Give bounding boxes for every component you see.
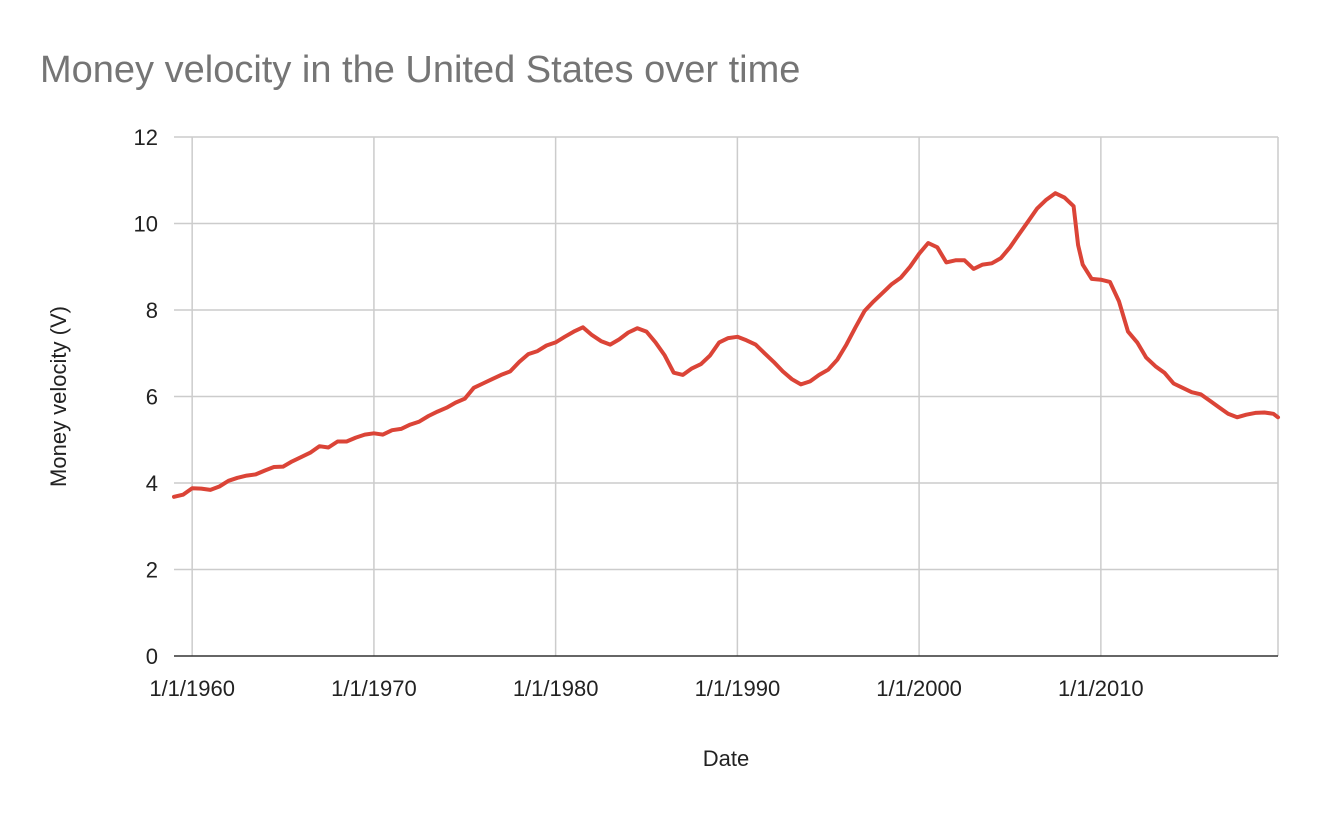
y-tick-label: 0 — [146, 644, 158, 669]
y-tick-label: 4 — [146, 471, 158, 496]
x-tick-label: 1/1/1990 — [695, 676, 781, 701]
x-tick-label: 1/1/1980 — [513, 676, 599, 701]
y-tick-label: 6 — [146, 385, 158, 410]
x-tick-label: 1/1/1960 — [149, 676, 235, 701]
x-tick-label: 1/1/2010 — [1058, 676, 1144, 701]
y-axis-label: Money velocity (V) — [46, 306, 71, 487]
y-axis-ticks: 0 2 4 6 8 10 12 — [134, 125, 158, 669]
y-tick-label: 12 — [134, 125, 158, 150]
series-layer — [172, 191, 1280, 499]
y-tick-label: 8 — [146, 298, 158, 323]
chart-title: Money velocity in the United States over… — [40, 49, 800, 91]
y-tick-label: 2 — [146, 558, 158, 583]
y-tick-label: 10 — [134, 212, 158, 237]
gridlines — [174, 136, 1279, 656]
x-tick-label: 1/1/1970 — [331, 676, 417, 701]
x-axis-ticks: 1/1/1960 1/1/1970 1/1/1980 1/1/1990 1/1/2000… — [149, 676, 1143, 701]
x-axis-label: Date — [703, 746, 749, 771]
series-line-0 — [172, 191, 1280, 499]
x-tick-label: 1/1/2000 — [876, 676, 962, 701]
